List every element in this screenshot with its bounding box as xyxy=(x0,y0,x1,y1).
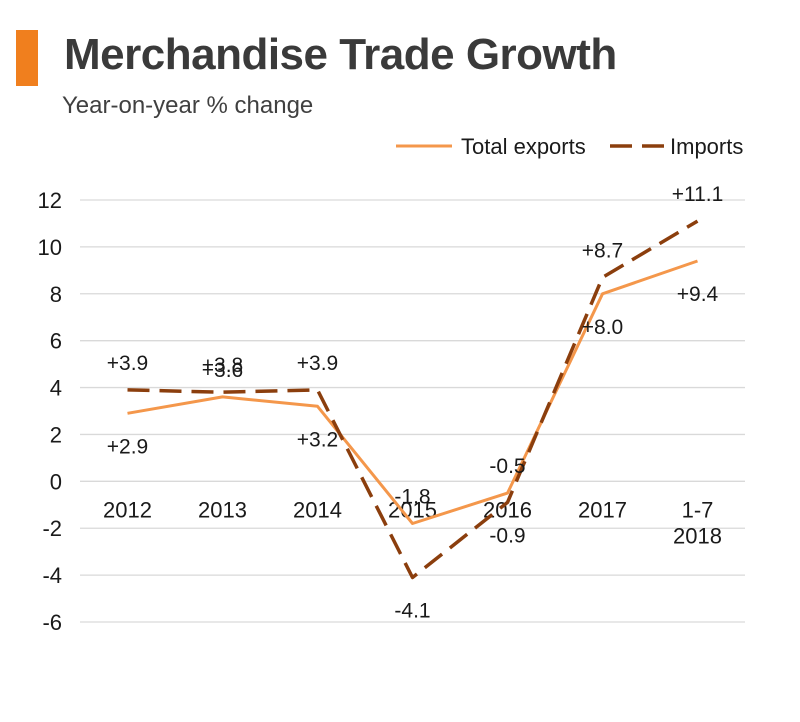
x-tick-label: 2017 xyxy=(578,497,627,522)
legend-label-imports: Imports xyxy=(670,134,743,159)
legend-label-total-exports: Total exports xyxy=(461,134,586,159)
data-label: +8.7 xyxy=(582,239,623,262)
data-label: +3.8 xyxy=(202,354,243,377)
series-lines xyxy=(127,219,699,580)
y-tick-label: -6 xyxy=(42,610,62,635)
data-label: -0.5 xyxy=(489,455,525,478)
y-tick-label: 2 xyxy=(50,422,62,447)
data-label: +8.0 xyxy=(582,316,623,339)
x-tick-label: 1-7 2018 xyxy=(673,497,722,548)
x-tick-label: 2013 xyxy=(198,497,247,522)
data-label: +11.1 xyxy=(672,183,724,206)
series-line-imports xyxy=(127,219,699,580)
y-tick-label: 10 xyxy=(38,235,62,260)
x-axis-tick-labels: 2012 2013 2014 2015 2016 2017 1-7 2018 xyxy=(103,497,722,548)
y-tick-label: 12 xyxy=(38,188,62,213)
chart-title: Merchandise Trade Growth xyxy=(64,30,617,79)
y-tick-label: 8 xyxy=(50,282,62,307)
y-tick-label: 6 xyxy=(50,329,62,354)
data-label: +3.9 xyxy=(297,352,338,375)
data-labels: +2.9 +3.6 +3.2 -1.8 -0.5 +8.0 +9.4 +3.9 +3.8 +3.9… xyxy=(107,183,724,622)
legend: Total exports Imports xyxy=(396,134,743,159)
gridlines xyxy=(80,199,745,623)
data-label: +3.2 xyxy=(297,428,338,451)
data-label: +9.4 xyxy=(677,283,719,306)
data-label: +3.9 xyxy=(107,352,148,375)
data-label: +3.6 xyxy=(202,359,243,382)
title-accent-bar xyxy=(16,30,38,86)
series-line-total-exports xyxy=(127,259,698,525)
x-tick-label: 2014 xyxy=(293,497,342,522)
data-label: +2.9 xyxy=(107,435,148,458)
y-axis-tick-labels: 12 10 8 6 4 2 0 -2 -4 -6 xyxy=(38,188,62,635)
chart-subtitle: Year-on-year % change xyxy=(62,92,314,119)
x-tick-label: 2012 xyxy=(103,497,152,522)
y-tick-label: 0 xyxy=(50,469,62,494)
y-tick-label: 4 xyxy=(50,376,62,401)
y-tick-label: -2 xyxy=(42,516,62,541)
data-label: -4.1 xyxy=(394,599,430,622)
data-label: -0.9 xyxy=(489,524,525,547)
data-label: -1.8 xyxy=(394,486,430,509)
y-tick-label: -4 xyxy=(42,563,62,588)
